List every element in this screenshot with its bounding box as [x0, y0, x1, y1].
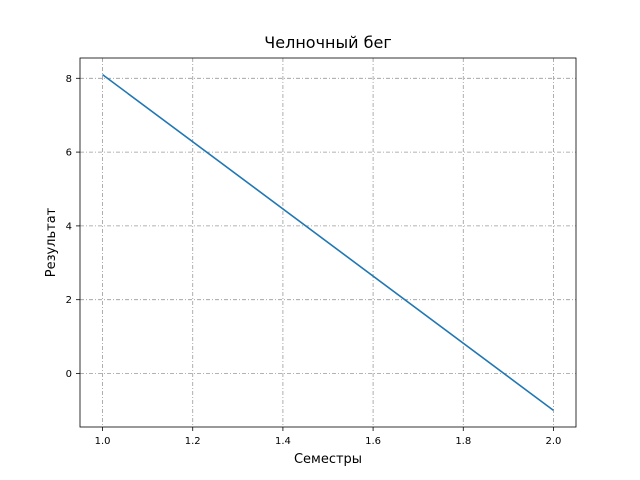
- x-tick-label: 2.0: [546, 436, 562, 447]
- x-tick-label: 1.0: [95, 436, 111, 447]
- grid: [80, 58, 576, 427]
- x-tick-label: 1.8: [455, 436, 471, 447]
- y-tick-label: 0: [66, 369, 72, 380]
- x-tick-label: 1.6: [365, 436, 381, 447]
- y-tick-label: 4: [66, 221, 72, 232]
- y-tick-label: 8: [66, 74, 72, 85]
- x-axis-label: Семестры: [294, 452, 362, 467]
- y-tick-label: 6: [66, 148, 72, 159]
- series-line: [102, 73, 554, 412]
- y-axis-ticks: 0 2 4 6 8: [66, 74, 80, 380]
- chart-title: Челночный бег: [264, 33, 391, 52]
- x-axis-ticks: 1.0 1.2 1.4 1.6 1.8 2.0: [95, 427, 562, 447]
- series-layer: [102, 73, 554, 412]
- x-tick-label: 1.2: [185, 436, 201, 447]
- x-tick-label: 1.4: [275, 436, 291, 447]
- y-tick-label: 2: [66, 295, 72, 306]
- axes-frame: [79, 57, 577, 428]
- y-axis-label: Результат: [44, 207, 59, 277]
